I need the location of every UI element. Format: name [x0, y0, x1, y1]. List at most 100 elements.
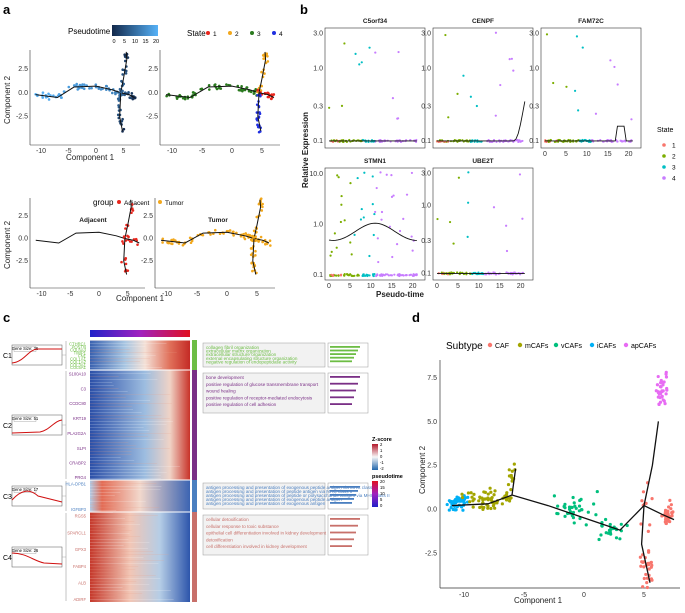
heatmap-row: [90, 472, 167, 473]
cell-point: [265, 91, 269, 95]
cell-point: [460, 495, 465, 500]
cell-point: [268, 239, 272, 242]
pseudotime2-tick: 10: [380, 491, 385, 496]
expr-point: [411, 249, 414, 252]
cell-point: [669, 507, 673, 511]
enrichment-bar: [330, 498, 354, 500]
cell-point: [656, 374, 660, 379]
expr-point: [410, 235, 413, 238]
pseudotime-tick: 20: [153, 39, 159, 45]
cell-point: [124, 72, 128, 75]
trajectory-line: [257, 92, 262, 131]
heatmap-row: [90, 388, 119, 389]
a-ylabel-1: Component 2: [3, 75, 12, 124]
pseudotime2-tick: 15: [380, 485, 385, 490]
cell-point: [181, 243, 185, 247]
gene-label: GPX3: [75, 547, 87, 552]
state-legend-dot: [228, 31, 232, 35]
cell-point: [639, 522, 643, 526]
y-tick-label: 0.0: [148, 90, 158, 97]
trajectory-line: [35, 85, 121, 99]
cell-point: [640, 560, 644, 564]
cell-point: [664, 392, 668, 396]
cell-point: [483, 497, 488, 501]
y-tick-label: 1.0: [421, 203, 431, 210]
heatmap-row: [90, 581, 137, 582]
gene-size-box: [13, 487, 37, 493]
expr-point: [512, 69, 515, 72]
expr-point: [380, 218, 383, 221]
x-tick-label: 20: [409, 283, 417, 290]
go-term-box: [202, 482, 326, 510]
heatmap-row: [90, 584, 150, 585]
expr-point: [475, 104, 478, 108]
cell-point: [649, 577, 654, 581]
expr-point: [358, 63, 361, 66]
expr-point: [330, 250, 333, 253]
y-tick-label: 0.0: [143, 236, 153, 243]
expr-point: [335, 246, 338, 249]
cell-point: [660, 394, 664, 398]
cell-point: [658, 384, 663, 389]
d-y-tick-label: 0.0: [427, 507, 437, 514]
expr-point: [363, 274, 367, 278]
expr-point: [581, 46, 584, 49]
expr-point: [368, 254, 371, 258]
heatmap-row: [90, 524, 141, 525]
cell-point: [272, 93, 276, 96]
x-tick-label: 15: [388, 283, 396, 290]
enrichment-box: [327, 482, 369, 510]
cell-point: [509, 488, 513, 492]
cell-point: [123, 53, 126, 57]
cell-point: [259, 235, 263, 239]
cell-point: [650, 497, 654, 501]
cell-point: [242, 235, 246, 239]
gene-label: POSTN: [72, 345, 86, 350]
expr-point: [375, 274, 378, 278]
cell-point: [207, 84, 211, 87]
zscore-tick: 1: [380, 448, 383, 453]
cell-point: [254, 254, 257, 257]
expr-point: [391, 97, 395, 100]
gene-label: CCDC80: [69, 401, 86, 406]
heatmap-row: [90, 418, 170, 419]
gene-label: HLA-DPB1: [66, 482, 87, 487]
y-tick-label: 2.5: [143, 213, 153, 220]
d-x-tick-label: -10: [459, 592, 469, 599]
expr-point: [331, 274, 335, 278]
cell-point: [447, 508, 451, 512]
x-tick-label: 5: [456, 283, 460, 290]
zscore-tick: -1: [380, 460, 384, 465]
cell-point: [263, 72, 266, 75]
panel-b-label: b: [300, 2, 308, 17]
expr-point: [368, 274, 371, 277]
heatmap-row: [90, 483, 157, 484]
heatmap-row: [90, 424, 167, 425]
fitted-curve: [437, 101, 526, 142]
y-tick-label: 3.0: [529, 31, 539, 38]
facet-CENPF: CENPF 3.0 1.0 0.3 0.1: [421, 18, 534, 149]
expr-point: [360, 61, 363, 64]
expr-point: [387, 274, 391, 277]
cell-point: [664, 372, 668, 376]
cell-point: [78, 83, 82, 87]
cell-point: [460, 492, 464, 496]
b-ylabel: Relative Expression: [301, 112, 310, 188]
cell-point: [124, 257, 128, 260]
cell-point: [122, 127, 126, 131]
cell-point: [41, 91, 45, 94]
heatmap-row: [90, 400, 151, 401]
expr-point: [349, 182, 352, 185]
group-legend-dot: [158, 200, 162, 204]
cell-point: [122, 242, 125, 245]
cell-point: [183, 97, 187, 101]
expr-point: [609, 59, 612, 62]
cell-point: [130, 211, 133, 215]
y-tick-label: 0.1: [421, 138, 431, 145]
y-tick-label: 1.0: [529, 65, 539, 72]
expr-point: [552, 81, 555, 85]
y-tick-label: 1.0: [421, 65, 431, 72]
x-tick-label: 0: [230, 148, 234, 155]
trajectory-line: [643, 421, 660, 506]
